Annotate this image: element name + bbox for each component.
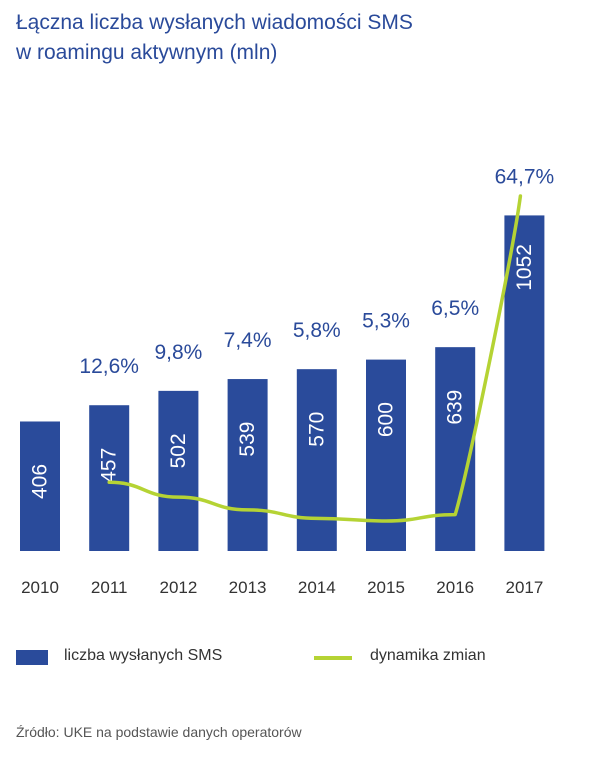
- bar-value-label-2015: 600: [375, 402, 398, 437]
- legend-line-label: dynamika zmian: [370, 647, 486, 664]
- growth-label-2017: 64,7%: [495, 165, 555, 188]
- bar-value-label-2012: 502: [167, 433, 190, 468]
- x-tick-label-2011: 2011: [91, 578, 128, 597]
- bar-2014: [296, 369, 337, 551]
- chart-title-line-1: Łączna liczba wysłanych wiadomości SMS: [16, 11, 413, 34]
- growth-label-2013: 7,4%: [224, 329, 272, 352]
- bar-2013: [227, 379, 268, 551]
- growth-label-2011: 12,6%: [79, 355, 139, 378]
- axis-labels-layer: 2010 2011 2012 2013 2014 2015 2016 2017: [21, 578, 543, 597]
- bar-2012: [158, 390, 199, 551]
- bar-2010: [20, 421, 60, 551]
- x-tick-label-2010: 2010: [21, 578, 59, 597]
- bar-value-label-2011: 457: [98, 448, 121, 483]
- x-tick-label-2014: 2014: [298, 578, 336, 597]
- bars-layer: 406 457 502 539 570 600 639 1052: [20, 215, 545, 552]
- bar-value-label-2013: 539: [236, 422, 259, 457]
- x-tick-label-2017: 2017: [505, 578, 543, 597]
- bar-value-label-2010: 406: [29, 464, 52, 499]
- legend: liczba wysłanych SMS dynamika zmian: [0, 644, 598, 674]
- legend-line-swatch: [314, 656, 352, 660]
- x-tick-label-2015: 2015: [367, 578, 405, 597]
- growth-labels-layer: 12,6% 9,8% 7,4% 5,8% 5,3% 6,5% 64,7%: [79, 165, 554, 378]
- source-note: Źródło: UKE na podstawie danych operator…: [16, 724, 302, 740]
- x-tick-label-2012: 2012: [159, 578, 197, 597]
- growth-line: [107, 194, 523, 523]
- x-tick-label-2016: 2016: [436, 578, 474, 597]
- legend-bar-swatch: [16, 650, 48, 665]
- bar-2016: [435, 347, 476, 551]
- bar-value-label-2014: 570: [305, 412, 328, 447]
- line-layer: [107, 194, 523, 523]
- chart-title-line-2: w roamingu aktywnym (mln): [16, 41, 278, 64]
- bar-value-label-2016: 639: [444, 390, 467, 425]
- x-tick-label-2013: 2013: [229, 578, 267, 597]
- chart-title: Łączna liczba wysłanych wiadomości SMS w…: [16, 8, 576, 68]
- bar-value-label-2017: 1052: [513, 244, 536, 291]
- growth-label-2012: 9,8%: [154, 341, 202, 364]
- chart-plot: 406 457 502 539 570 600 639 1052 12,6% 9,8% 7,4% 5…: [20, 165, 554, 597]
- growth-label-2014: 5,8%: [293, 319, 341, 342]
- growth-label-2016: 6,5%: [431, 297, 479, 320]
- bar-2017: [504, 215, 545, 552]
- growth-label-2015: 5,3%: [362, 310, 410, 333]
- legend-bar-label: liczba wysłanych SMS: [64, 647, 223, 664]
- bar-2011: [89, 405, 130, 551]
